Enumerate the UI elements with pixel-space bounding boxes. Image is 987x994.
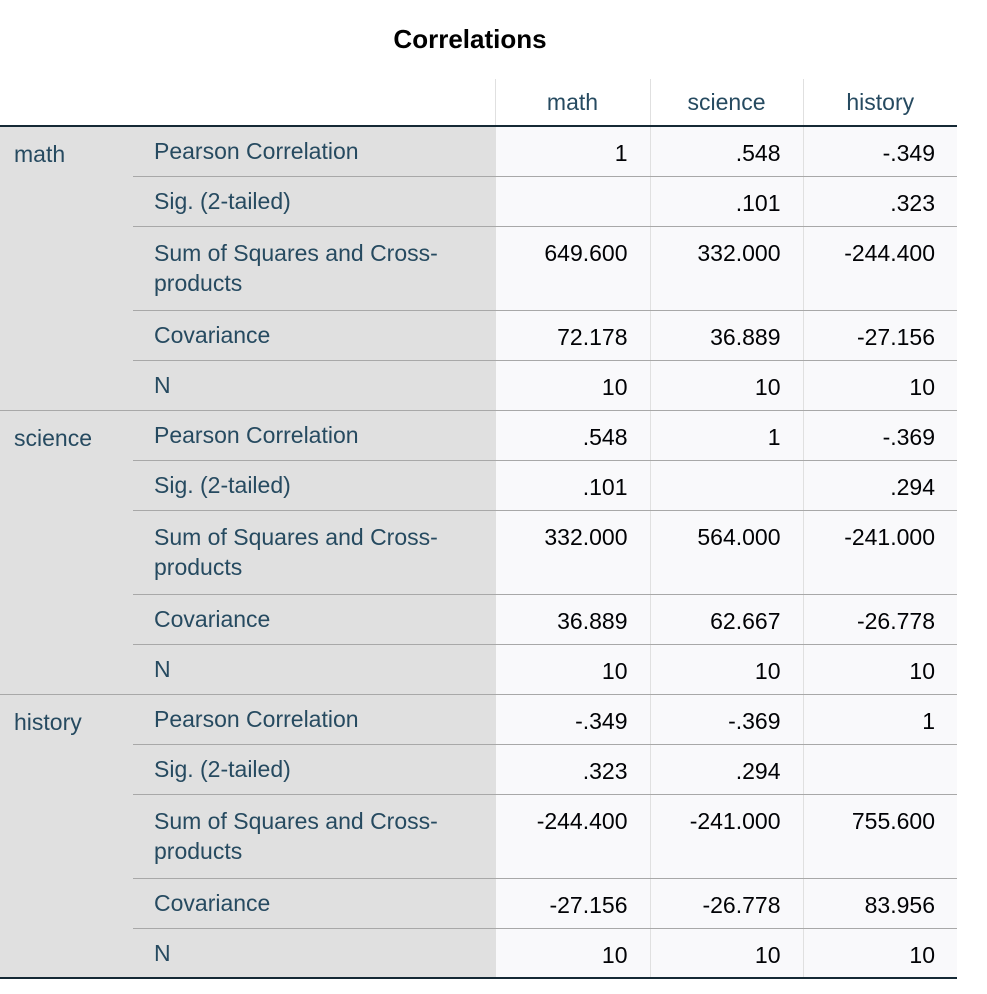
stat-label: Sig. (2-tailed) xyxy=(133,460,495,511)
stat-label: Covariance xyxy=(133,594,495,645)
correlations-table: math science history math Pearson Correl… xyxy=(0,79,957,979)
stat-label: N xyxy=(133,644,495,695)
table-row: Covariance 36.889 62.667 -26.778 xyxy=(0,594,957,645)
table-cell: .294 xyxy=(802,460,957,511)
table-cell: .101 xyxy=(649,176,803,227)
table-cell: -26.778 xyxy=(649,878,803,929)
table-cell: 83.956 xyxy=(802,878,957,929)
table-cell: .323 xyxy=(802,176,957,227)
table-cell: 72.178 xyxy=(494,310,650,361)
table-cell: 755.600 xyxy=(802,794,957,879)
table-cell: 10 xyxy=(494,644,650,695)
stat-label: Sum of Squares and Cross-products xyxy=(133,226,495,311)
table-row: Covariance 72.178 36.889 -27.156 xyxy=(0,310,957,361)
table-row: Sum of Squares and Cross-products 332.00… xyxy=(0,510,957,595)
table-row: Sig. (2-tailed) .101 .294 xyxy=(0,460,957,511)
table-row: Sig. (2-tailed) .101 .323 xyxy=(0,176,957,227)
table-cell: .548 xyxy=(649,126,803,177)
stat-label: Pearson Correlation xyxy=(133,410,495,461)
table-row: N 10 10 10 xyxy=(0,644,957,695)
stat-label: Sum of Squares and Cross-products xyxy=(133,510,495,595)
table-cell: 1 xyxy=(494,126,650,177)
stat-label: Sig. (2-tailed) xyxy=(133,744,495,795)
table-cell: 10 xyxy=(494,928,650,979)
stat-label: Pearson Correlation xyxy=(133,126,495,177)
table-cell: .323 xyxy=(494,744,650,795)
stat-label: N xyxy=(133,928,495,979)
table-row: Sum of Squares and Cross-products -244.4… xyxy=(0,794,957,879)
header-corner xyxy=(0,79,495,127)
table-cell: .548 xyxy=(494,410,650,461)
table-cell: .101 xyxy=(494,460,650,511)
table-cell: -27.156 xyxy=(494,878,650,929)
table-cell: 10 xyxy=(649,644,803,695)
stat-label: N xyxy=(133,360,495,411)
table-cell: 10 xyxy=(494,360,650,411)
table-cell: 10 xyxy=(649,360,803,411)
table-cell: 1 xyxy=(649,410,803,461)
table-cell: -244.400 xyxy=(802,226,957,311)
table-title: Correlations xyxy=(393,24,547,54)
table-cell: -.349 xyxy=(802,126,957,177)
table-cell: -.369 xyxy=(649,694,803,745)
table-cell: 564.000 xyxy=(649,510,803,595)
table-cell: 10 xyxy=(649,928,803,979)
table-row: N 10 10 10 xyxy=(0,360,957,411)
table-cell: -.349 xyxy=(494,694,650,745)
stat-label: Sig. (2-tailed) xyxy=(133,176,495,227)
table-row: Covariance -27.156 -26.778 83.956 xyxy=(0,878,957,929)
table-cell: .294 xyxy=(649,744,803,795)
table-cell: 649.600 xyxy=(494,226,650,311)
stat-label: Pearson Correlation xyxy=(133,694,495,745)
table-cell: 10 xyxy=(802,360,957,411)
row-group-label: history xyxy=(0,694,133,979)
stat-label: Covariance xyxy=(133,878,495,929)
stat-label: Covariance xyxy=(133,310,495,361)
table-cell xyxy=(802,744,957,795)
table-cell: -.369 xyxy=(802,410,957,461)
table-row: history Pearson Correlation -.349 -.369 … xyxy=(0,694,957,979)
column-header-science: science xyxy=(649,79,803,127)
table-cell: 62.667 xyxy=(649,594,803,645)
table-cell: -241.000 xyxy=(649,794,803,879)
column-header-math: math xyxy=(494,79,650,127)
table-row: N 10 10 10 xyxy=(0,928,957,979)
table-cell: 1 xyxy=(802,694,957,745)
table-row: Sum of Squares and Cross-products 649.60… xyxy=(0,226,957,311)
table-row: science Pearson Correlation .548 1 -.369 xyxy=(0,410,957,695)
table-cell: 10 xyxy=(802,644,957,695)
table-cell: 36.889 xyxy=(494,594,650,645)
stat-label: Sum of Squares and Cross-products xyxy=(133,794,495,879)
table-cell: -244.400 xyxy=(494,794,650,879)
table-cell: -241.000 xyxy=(802,510,957,595)
table-cell: 10 xyxy=(802,928,957,979)
table-body: math Pearson Correlation 1 .548 -.349 Si… xyxy=(0,126,957,979)
header-row: math science history xyxy=(0,79,957,127)
table-cell xyxy=(649,460,803,511)
column-header-history: history xyxy=(802,79,957,127)
table-cell: 332.000 xyxy=(649,226,803,311)
table-cell xyxy=(494,176,650,227)
table-cell: 36.889 xyxy=(649,310,803,361)
table-cell: -27.156 xyxy=(802,310,957,361)
row-group-label: math xyxy=(0,126,133,411)
row-group-label: science xyxy=(0,410,133,695)
table-cell: 332.000 xyxy=(494,510,650,595)
table-row: Sig. (2-tailed) .323 .294 xyxy=(0,744,957,795)
table-cell: -26.778 xyxy=(802,594,957,645)
table-row: math Pearson Correlation 1 .548 -.349 xyxy=(0,126,957,411)
